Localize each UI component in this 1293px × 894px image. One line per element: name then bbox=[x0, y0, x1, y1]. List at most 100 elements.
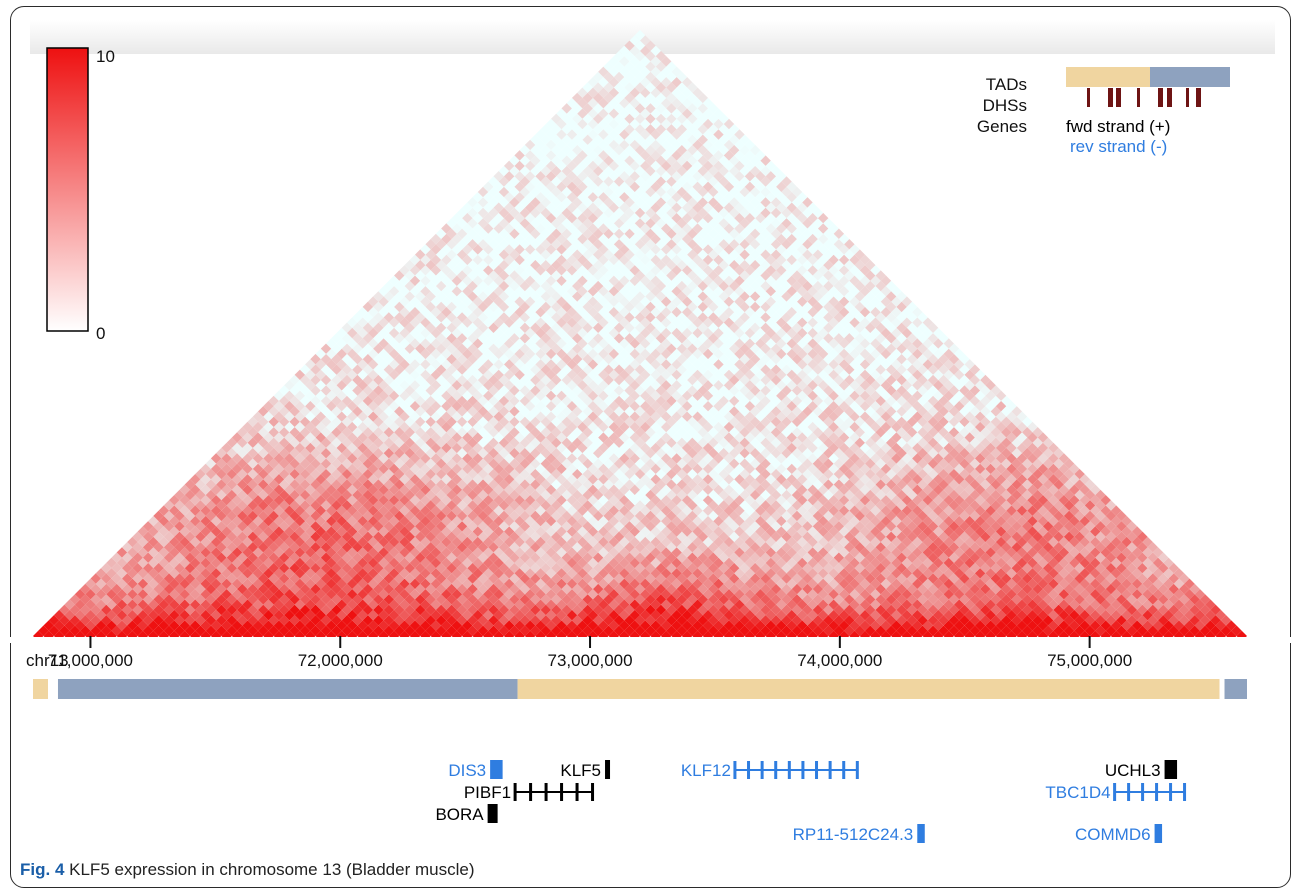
heatmap-cell bbox=[488, 510, 499, 522]
heatmap-cell bbox=[153, 583, 164, 595]
heatmap-cell bbox=[974, 505, 986, 516]
heatmap-cell bbox=[263, 609, 274, 621]
heatmap-cell bbox=[404, 583, 415, 595]
heatmap-cell bbox=[1105, 531, 1117, 542]
heatmap-cell bbox=[373, 552, 384, 563]
heatmap-cell bbox=[116, 547, 128, 558]
heatmap-cell bbox=[1199, 615, 1211, 626]
heatmap-cell bbox=[477, 510, 489, 522]
heatmap-cell bbox=[331, 521, 342, 532]
heatmap-cell bbox=[430, 630, 442, 642]
heatmap-cell bbox=[472, 536, 484, 548]
heatmap-cell bbox=[263, 620, 274, 631]
heatmap-cell bbox=[95, 568, 107, 579]
heatmap-cell bbox=[681, 568, 693, 579]
heatmap-cell bbox=[493, 578, 504, 589]
heatmap-cell bbox=[1027, 526, 1038, 537]
heatmap-cell bbox=[467, 573, 478, 584]
heatmap-cell bbox=[383, 562, 395, 574]
heatmap-cell bbox=[184, 604, 196, 616]
heatmap-cell bbox=[174, 625, 185, 636]
heatmap-cell bbox=[451, 609, 463, 621]
heatmap-cell bbox=[1142, 536, 1153, 548]
heatmap-cell bbox=[336, 568, 347, 579]
heatmap-cell bbox=[1063, 573, 1075, 584]
heatmap-cell bbox=[336, 536, 347, 548]
heatmap-cell bbox=[1063, 541, 1075, 553]
heatmap-cell bbox=[263, 578, 274, 589]
heatmap-cell bbox=[467, 615, 478, 626]
heatmap-cell bbox=[336, 557, 347, 569]
heatmap-cell bbox=[273, 557, 285, 569]
heatmap-cell bbox=[399, 578, 410, 589]
heatmap-cell bbox=[373, 615, 384, 626]
heatmap-cell bbox=[786, 568, 797, 579]
heatmap-cell bbox=[1021, 510, 1033, 522]
heatmap-cell bbox=[268, 541, 279, 553]
heatmap-cell bbox=[362, 604, 374, 616]
heatmap-cell bbox=[865, 510, 876, 522]
heatmap-cell bbox=[441, 609, 452, 621]
heatmap-cell bbox=[1100, 568, 1111, 579]
heatmap-cell bbox=[425, 562, 436, 574]
heatmap-cell bbox=[702, 568, 714, 579]
heatmap-cell bbox=[414, 615, 426, 626]
heatmap-cell bbox=[1173, 578, 1185, 589]
heatmap-cell bbox=[357, 515, 368, 527]
heatmap-cell bbox=[1220, 625, 1232, 636]
heatmap-cell bbox=[289, 625, 300, 636]
heatmap-cell bbox=[210, 505, 222, 516]
heatmap-cell bbox=[1048, 609, 1059, 621]
heatmap-cell bbox=[1131, 609, 1143, 621]
heatmap-cell bbox=[362, 573, 374, 584]
heatmap-cell bbox=[258, 583, 269, 595]
heatmap-cell bbox=[153, 531, 164, 542]
heatmap-cell bbox=[927, 604, 939, 616]
heatmap-cell bbox=[336, 609, 347, 621]
heatmap-cell bbox=[671, 547, 682, 558]
heatmap-cell bbox=[1105, 625, 1117, 636]
heatmap-cell bbox=[917, 625, 928, 636]
heatmap-cell bbox=[723, 505, 735, 516]
heatmap-cell bbox=[1131, 547, 1143, 558]
heatmap-cell bbox=[1110, 547, 1122, 558]
heatmap-cell bbox=[472, 609, 484, 621]
heatmap-cell bbox=[1178, 573, 1190, 584]
heatmap-cell bbox=[163, 531, 175, 542]
heatmap-cell bbox=[571, 583, 583, 595]
heatmap-cell bbox=[1137, 583, 1148, 595]
heatmap-cell bbox=[1110, 536, 1122, 548]
heatmap-cell bbox=[964, 547, 975, 558]
heatmap-cell bbox=[854, 510, 866, 522]
heatmap-cell bbox=[493, 588, 504, 600]
heatmap-cell bbox=[1131, 536, 1143, 548]
heatmap-cell bbox=[221, 547, 232, 558]
heatmap-cell bbox=[1090, 515, 1101, 527]
heatmap-cell bbox=[540, 510, 552, 522]
heatmap-cell bbox=[1032, 510, 1043, 522]
heatmap-cell bbox=[305, 557, 316, 569]
heatmap-cell bbox=[247, 510, 259, 522]
heatmap-cell bbox=[362, 615, 374, 626]
heatmap-cell bbox=[1131, 557, 1143, 569]
heatmap-cell bbox=[388, 568, 400, 579]
heatmap-cell bbox=[315, 557, 327, 569]
heatmap-cell bbox=[446, 604, 457, 616]
heatmap-cell bbox=[237, 604, 248, 616]
heatmap-cell bbox=[640, 568, 651, 579]
heatmap-cell bbox=[263, 515, 274, 527]
heatmap-cell bbox=[796, 505, 808, 516]
heatmap-cell bbox=[331, 594, 342, 605]
heatmap-cell bbox=[132, 531, 143, 542]
heatmap-cell bbox=[1069, 515, 1080, 527]
heatmap-cell bbox=[425, 583, 436, 595]
heatmap-cell bbox=[378, 620, 389, 631]
heatmap-cell bbox=[394, 583, 405, 595]
heatmap-cell bbox=[1090, 578, 1101, 589]
heatmap-cell bbox=[833, 531, 845, 542]
heatmap-cell bbox=[388, 526, 400, 537]
heatmap-cell bbox=[477, 531, 489, 542]
heatmap-cell bbox=[493, 557, 504, 569]
heatmap-cell bbox=[540, 531, 552, 542]
heatmap-cell bbox=[571, 510, 583, 522]
